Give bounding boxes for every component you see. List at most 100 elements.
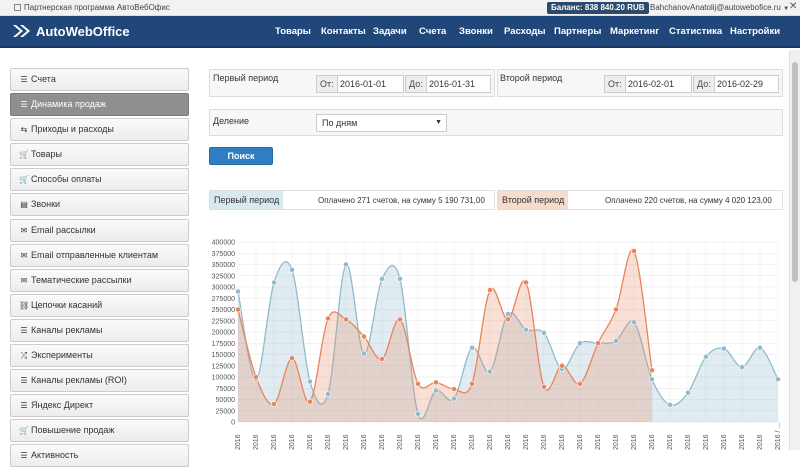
x-tick-label: 2016	[559, 434, 566, 450]
partner-program-link[interactable]: Партнерская программа АвтоВебОфис	[14, 3, 170, 12]
nav-marketing[interactable]: Маркетинг	[610, 26, 660, 37]
second-period-point	[595, 340, 601, 347]
first-period-point	[703, 353, 709, 360]
nav-expenses[interactable]: Расходы	[504, 26, 546, 37]
first-period-point	[649, 376, 655, 383]
sidebar-item[interactable]: ☰ Динамика продаж	[10, 93, 189, 117]
sidebar-item[interactable]: ☰ Каналы рекламы	[10, 318, 189, 342]
search-button[interactable]: Поиск	[209, 147, 273, 165]
second-period-summary-text: Оплачено 220 счетов, на сумму 4 020 123,…	[605, 196, 772, 205]
second-from-input[interactable]	[625, 76, 691, 92]
first-period-point	[325, 391, 331, 397]
sidebar-item-label: Эксперименты	[31, 350, 93, 361]
first-period-point	[577, 340, 583, 347]
page-scrollbar[interactable]	[789, 50, 800, 450]
y-tick-label: 200000	[212, 330, 235, 337]
x-tick-label: 2016	[721, 434, 728, 450]
sidebar-item[interactable]: 🛒 Товары	[10, 143, 189, 167]
nav-statistics[interactable]: Статистика	[669, 26, 723, 37]
nav-calls[interactable]: Звонки	[459, 26, 493, 37]
second-period-point	[541, 383, 547, 390]
x-tick-label: 2016	[667, 434, 674, 450]
second-period-summary: Второй период Оплачено 220 счетов, на су…	[497, 190, 783, 210]
sidebar-item[interactable]: ⛓ Цепочки касаний	[10, 293, 189, 317]
x-tick-label: 2016	[271, 434, 278, 450]
sidebar-item-label: Каналы рекламы	[31, 324, 103, 335]
close-icon[interactable]: ✕	[789, 1, 798, 12]
sidebar-item-label: Активность	[31, 450, 79, 461]
second-period-point	[343, 316, 349, 323]
first-period-point	[469, 344, 475, 351]
second-period-tag: Второй период	[498, 191, 569, 209]
first-to-input[interactable]	[426, 76, 490, 92]
nav-products[interactable]: Товары	[275, 26, 311, 37]
first-period-point	[415, 410, 421, 417]
logo[interactable]: AutoWebOffice	[12, 24, 130, 39]
sales-dynamics-chart: 0 25000 50000 75000 100000 125000 150000 175000…	[212, 240, 782, 451]
sidebar-item[interactable]: ✉ Тематические рассылки	[10, 268, 189, 292]
nav-contacts[interactable]: Контакты	[321, 26, 366, 37]
second-period-point	[577, 380, 583, 387]
sidebar-item[interactable]: ⤮ Эксперименты	[10, 344, 189, 368]
sidebar-item[interactable]: 🛒 Способы оплаты	[10, 168, 189, 192]
cart-icon: 🛒	[19, 150, 29, 160]
first-period-point	[505, 311, 511, 317]
chevron-down-icon[interactable]: ▼	[783, 6, 790, 12]
list-icon: ☰	[20, 75, 28, 84]
sidebar-item[interactable]: ⇆ Приходы и расходы	[10, 118, 189, 142]
second-to-group: До:	[693, 75, 779, 93]
nav-tasks[interactable]: Задачи	[373, 26, 407, 37]
balance-badge[interactable]: Баланс: 838 840.20 RUB	[547, 2, 649, 14]
sidebar-item[interactable]: ▤ Звонки	[10, 193, 189, 217]
nav-partners[interactable]: Партнеры	[554, 26, 602, 37]
first-period-point	[379, 276, 385, 282]
x-tick-label: 2016	[739, 434, 746, 450]
sidebar-item[interactable]: 🛒 Повышение продаж	[10, 419, 189, 443]
y-tick-label: 0	[231, 420, 235, 427]
first-period-label: Первый период	[213, 73, 279, 83]
division-select[interactable]: По дням ▼	[316, 114, 447, 132]
second-period-point	[649, 367, 655, 374]
x-tick-label: 2016	[541, 434, 548, 450]
y-tick-label: 100000	[212, 375, 235, 382]
sidebar-item-label: Способы оплаты	[31, 174, 102, 185]
x-tick-label: 2016	[235, 434, 242, 450]
sidebar-item[interactable]: ✉ Email отправленные клиентам	[10, 243, 189, 267]
user-email[interactable]: BahchanovAnatolij@autowebofice.ru	[650, 3, 781, 12]
x-tick-label: 2016	[577, 434, 584, 450]
first-period-point	[487, 368, 493, 375]
first-period-area	[238, 261, 778, 422]
sidebar-item-label: Приходы и расходы	[31, 124, 114, 135]
second-period-point	[469, 380, 475, 387]
second-to-input[interactable]	[714, 76, 778, 92]
sidebar-item-label: Каналы рекламы (ROI)	[31, 375, 127, 386]
user-menu[interactable]: BahchanovAnatolij@autowebofice.ru ▼	[650, 3, 789, 12]
sidebar-item[interactable]: ☰ Каналы рекламы (ROI)	[10, 369, 189, 393]
first-period-point	[667, 401, 673, 408]
nav-invoices[interactable]: Счета	[419, 26, 447, 37]
first-period-point	[757, 344, 763, 351]
sidebar-item[interactable]: ☰ Счета	[10, 68, 189, 91]
second-from-addon: От:	[605, 76, 626, 92]
first-period-point	[541, 330, 547, 336]
sidebar-item[interactable]: ✉ Email рассылки	[10, 218, 189, 242]
first-period-summary-text: Оплачено 271 счетов, на сумму 5 190 731,…	[318, 196, 485, 205]
sidebar-item-label: Повышение продаж	[31, 425, 115, 436]
envelope-icon: ✉	[20, 225, 28, 235]
envelope-icon: ✉	[20, 275, 28, 285]
y-tick-label: 75000	[216, 386, 236, 393]
x-tick-label: 2016	[253, 434, 260, 450]
first-period-point	[433, 387, 439, 394]
second-period-point	[271, 401, 277, 407]
second-period-area	[238, 249, 652, 422]
first-from-input[interactable]	[337, 76, 403, 92]
partner-program-label[interactable]: Партнерская программа АвтоВебОфис	[24, 3, 170, 12]
sidebar-item-label: Товары	[31, 149, 62, 160]
x-tick-label: 2016	[685, 434, 692, 450]
x-tick-label: 2016	[613, 434, 620, 450]
nav-settings[interactable]: Настройки	[730, 26, 781, 37]
scrollbar-thumb[interactable]	[792, 62, 798, 282]
second-period-point	[325, 315, 331, 322]
sidebar-item[interactable]: ☰ Яндекс Директ	[10, 394, 189, 418]
sidebar-item[interactable]: ☰ Активность	[10, 444, 189, 468]
